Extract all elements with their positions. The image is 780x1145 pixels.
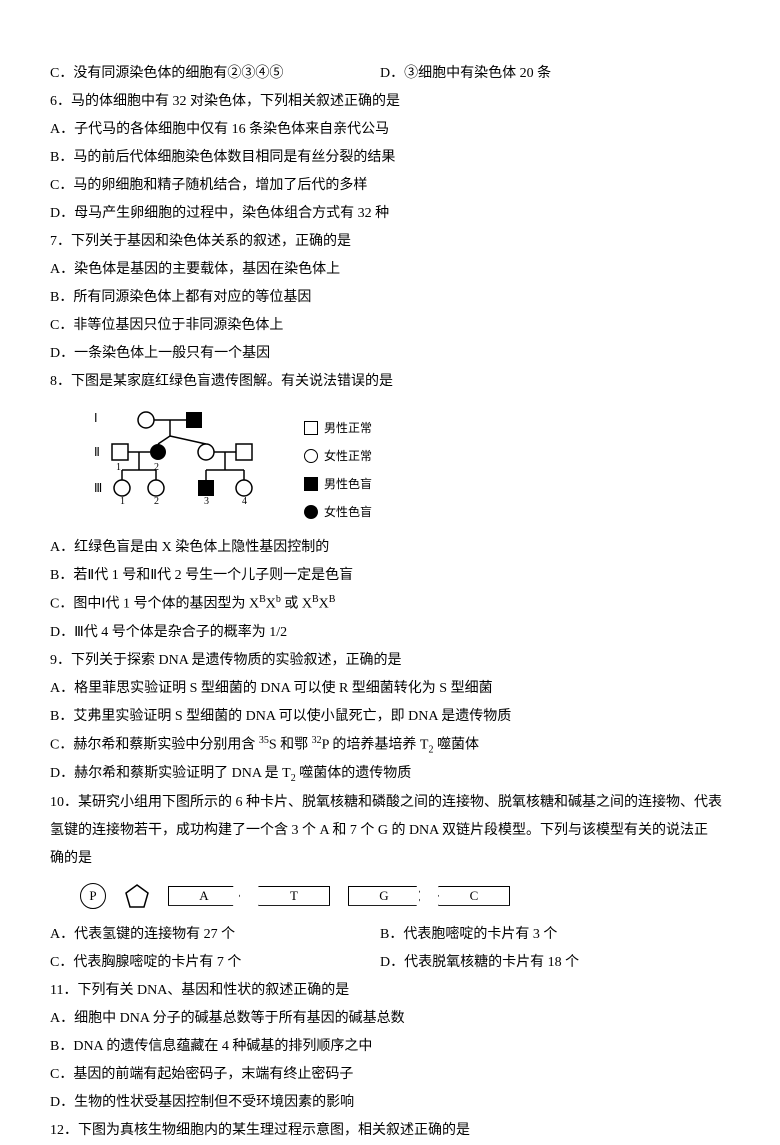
q9-option-c: C．赫尔希和蔡斯实验中分别用含 35S 和鄂 32P 的培养基培养 T2 噬菌体 bbox=[50, 731, 730, 760]
q6-option-a: A．子代马的各体细胞中仅有 16 条染色体来自亲代公马 bbox=[50, 116, 730, 144]
q6-option-c: C．马的卵细胞和精子随机结合，增加了后代的多样 bbox=[50, 172, 730, 200]
q10-stem-line3: 确的是 bbox=[50, 845, 730, 873]
q11-stem: 11．下列有关 DNA、基因和性状的叙述正确的是 bbox=[50, 977, 730, 1005]
pedigree-legend: 男性正常 女性正常 男性色盲 女性色盲 bbox=[304, 416, 372, 524]
q5-option-d: D．③细胞中有染色体 20 条 bbox=[380, 60, 551, 88]
square-filled-icon bbox=[304, 477, 318, 491]
q7-option-c: C．非等位基因只位于非同源染色体上 bbox=[50, 312, 730, 340]
q10-stem-line1: 10．某研究小组用下图所示的 6 种卡片、脱氧核糖和磷酸之间的连接物、脱氧核糖和… bbox=[50, 789, 730, 817]
card-adenine: A bbox=[168, 886, 240, 906]
legend-label: 男性色盲 bbox=[324, 472, 372, 496]
card-pentagon-icon bbox=[124, 883, 150, 909]
q6-option-d: D．母马产生卵细胞的过程中，染色体组合方式有 32 种 bbox=[50, 200, 730, 228]
card-cytosine: C bbox=[438, 886, 510, 906]
legend-label: 男性正常 bbox=[324, 416, 372, 440]
q9-option-d: D．赫尔希和蔡斯实验证明了 DNA 是 T2 噬菌体的遗传物质 bbox=[50, 760, 730, 789]
q9-option-a: A．格里菲思实验证明 S 型细菌的 DNA 可以使 R 型细菌转化为 S 型细菌 bbox=[50, 675, 730, 703]
svg-text:1: 1 bbox=[120, 496, 125, 506]
q9-option-b: B．艾弗里实验证明 S 型细菌的 DNA 可以使小鼠死亡，即 DNA 是遗传物质 bbox=[50, 703, 730, 731]
q7-stem: 7．下列关于基因和染色体关系的叙述，正确的是 bbox=[50, 228, 730, 256]
q7-option-a: A．染色体是基因的主要载体，基因在染色体上 bbox=[50, 256, 730, 284]
svg-text:2: 2 bbox=[154, 496, 159, 506]
svg-text:Ⅰ: Ⅰ bbox=[94, 411, 98, 425]
legend-male-affected: 男性色盲 bbox=[304, 472, 372, 496]
q6-option-b: B．马的前后代体细胞染色体数目相同是有丝分裂的结果 bbox=[50, 144, 730, 172]
card-phosphate: P bbox=[80, 883, 106, 909]
legend-female-normal: 女性正常 bbox=[304, 444, 372, 468]
q10-option-b: B．代表胞嘧啶的卡片有 3 个 bbox=[380, 921, 557, 949]
legend-label: 女性色盲 bbox=[324, 500, 372, 524]
q8-stem: 8．下图是某家庭红绿色盲遗传图解。有关说法错误的是 bbox=[50, 368, 730, 396]
svg-text:Ⅱ: Ⅱ bbox=[94, 445, 100, 459]
pedigree-diagram: Ⅰ Ⅱ 1 2 Ⅲ 1 2 3 4 男性正常 女性正常 bbox=[90, 406, 730, 524]
q11-option-b: B．DNA 的遗传信息蕴藏在 4 种碱基的排列顺序之中 bbox=[50, 1033, 730, 1061]
svg-text:Ⅲ: Ⅲ bbox=[94, 481, 102, 495]
q11-option-c: C．基因的前端有起始密码子，末端有终止密码子 bbox=[50, 1061, 730, 1089]
q10-option-c: C．代表胸腺嘧啶的卡片有 7 个 bbox=[50, 949, 380, 977]
dna-cards-row: P A T G C bbox=[80, 883, 730, 909]
square-empty-icon bbox=[304, 421, 318, 435]
card-thymine: T bbox=[258, 886, 330, 906]
circle-empty-icon bbox=[304, 449, 318, 463]
q10-option-d: D．代表脱氧核糖的卡片有 18 个 bbox=[380, 949, 579, 977]
q11-option-a: A．细胞中 DNA 分子的碱基总数等于所有基因的碱基总数 bbox=[50, 1005, 730, 1033]
q9-stem: 9．下列关于探索 DNA 是遗传物质的实验叙述，正确的是 bbox=[50, 647, 730, 675]
pedigree-svg: Ⅰ Ⅱ 1 2 Ⅲ 1 2 3 4 bbox=[90, 406, 280, 506]
svg-text:3: 3 bbox=[204, 496, 209, 506]
q7-option-b: B．所有同源染色体上都有对应的等位基因 bbox=[50, 284, 730, 312]
svg-text:1: 1 bbox=[116, 462, 121, 473]
q10-stem-line2: 氢键的连接物若干，成功构建了一个含 3 个 A 和 7 个 G 的 DNA 双链… bbox=[50, 817, 730, 845]
q7-option-d: D．一条染色体上一般只有一个基因 bbox=[50, 340, 730, 368]
q8-option-a: A．红绿色盲是由 X 染色体上隐性基因控制的 bbox=[50, 534, 730, 562]
circle-filled-icon bbox=[304, 505, 318, 519]
svg-text:4: 4 bbox=[242, 496, 247, 506]
legend-female-affected: 女性色盲 bbox=[304, 500, 372, 524]
q6-stem: 6．马的体细胞中有 32 对染色体，下列相关叙述正确的是 bbox=[50, 88, 730, 116]
q8-option-c: C．图中Ⅰ代 1 号个体的基因型为 XBXb 或 XBXB bbox=[50, 590, 730, 619]
card-guanine: G bbox=[348, 886, 420, 906]
q8-option-d: D．Ⅲ代 4 号个体是杂合子的概率为 1/2 bbox=[50, 619, 730, 647]
q8-option-b: B．若Ⅱ代 1 号和Ⅱ代 2 号生一个儿子则一定是色盲 bbox=[50, 562, 730, 590]
q5-option-c: C．没有同源染色体的细胞有②③④⑤ bbox=[50, 60, 380, 88]
legend-male-normal: 男性正常 bbox=[304, 416, 372, 440]
q12-stem: 12．下图为真核生物细胞内的某生理过程示意图，相关叙述正确的是 bbox=[50, 1117, 730, 1145]
q10-option-a: A．代表氢键的连接物有 27 个 bbox=[50, 921, 380, 949]
legend-label: 女性正常 bbox=[324, 444, 372, 468]
